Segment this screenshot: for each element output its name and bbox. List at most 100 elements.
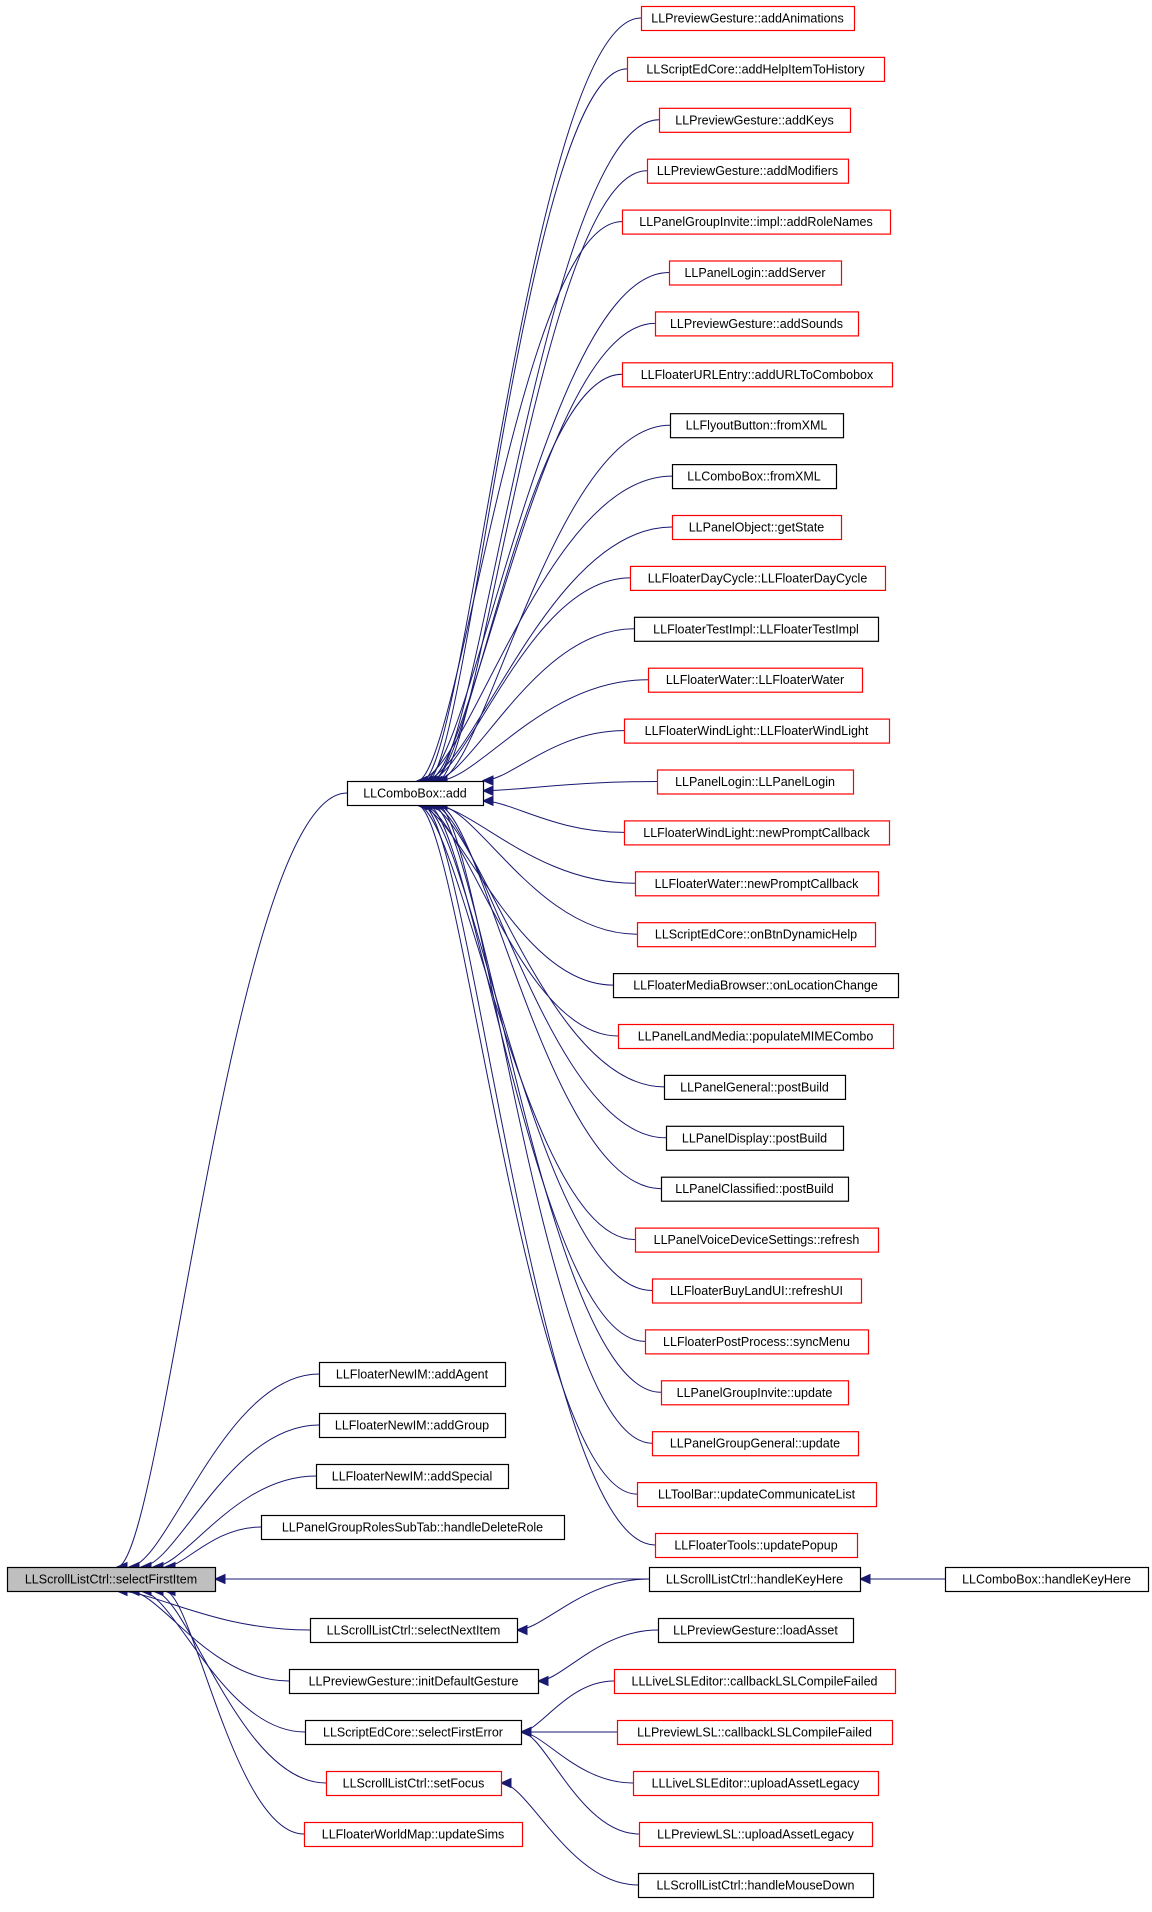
arrow-head xyxy=(481,795,494,807)
node-label: LLPanelLandMedia::populateMIMECombo xyxy=(638,1030,874,1044)
node-keyhere[interactable]: LLScrollListCtrl::handleKeyHere xyxy=(648,1566,862,1593)
node-label: LLComboBox::add xyxy=(363,787,467,801)
node-c21[interactable]: LLPanelLandMedia::populateMIMECombo xyxy=(617,1023,895,1050)
node-label: LLPreviewGesture::addSounds xyxy=(670,317,843,331)
node-label: LLPanelGroupGeneral::update xyxy=(670,1437,840,1451)
node-c15[interactable]: LLFloaterWindLight::LLFloaterWindLight xyxy=(623,718,891,744)
node-label: LLPanelGroupRolesSubTab::handleDeleteRol… xyxy=(282,1521,543,1535)
node-c18[interactable]: LLFloaterWater::newPromptCallback xyxy=(634,871,880,897)
node-selnext[interactable]: LLScrollListCtrl::selectNextItem xyxy=(309,1617,519,1644)
call-edge xyxy=(500,1782,639,1886)
node-c31[interactable]: LLFloaterTools::updatePopup xyxy=(654,1532,859,1559)
node-label: LLPanelGroupInvite::impl::addRoleNames xyxy=(639,215,872,229)
node-label: LLFloaterPostProcess::syncMenu xyxy=(663,1335,850,1349)
node-root[interactable]: LLScrollListCtrl::selectFirstItem xyxy=(6,1566,217,1593)
call-edge xyxy=(431,804,667,1139)
node-c29[interactable]: LLPanelGroupGeneral::update xyxy=(651,1431,860,1457)
node-label: LLFloaterTestImpl::LLFloaterTestImpl xyxy=(653,622,859,636)
node-c17[interactable]: LLFloaterWindLight::newPromptCallback xyxy=(623,820,891,846)
node-c03[interactable]: LLPreviewGesture::addKeys xyxy=(658,107,852,133)
node-c30[interactable]: LLToolBar::updateCommunicateList xyxy=(636,1481,878,1508)
call-edge xyxy=(416,221,623,782)
node-c14[interactable]: LLFloaterWater::LLFloaterWater xyxy=(647,667,864,693)
node-live2[interactable]: LLLiveLSLEditor::uploadAssetLegacy xyxy=(632,1770,880,1797)
node-label: LLLiveLSLEditor::callbackLSLCompileFaile… xyxy=(632,1675,878,1689)
node-c10[interactable]: LLComboBox::fromXML xyxy=(671,464,838,490)
node-box xyxy=(318,1412,507,1439)
node-label: LLPreviewGesture::loadAsset xyxy=(673,1624,838,1638)
node-prev1[interactable]: LLPreviewLSL::callbackLSLCompileFailed xyxy=(616,1719,894,1746)
node-c28[interactable]: LLPanelGroupInvite::update xyxy=(660,1380,850,1406)
node-box xyxy=(660,1380,850,1406)
call-edge xyxy=(421,17,642,782)
node-box xyxy=(629,565,887,592)
node-live1[interactable]: LLLiveLSLEditor::callbackLSLCompileFaile… xyxy=(613,1668,897,1695)
node-setfocus[interactable]: LLScrollListCtrl::setFocus xyxy=(325,1770,503,1797)
node-c19[interactable]: LLScriptEdCore::onBtnDynamicHelp xyxy=(636,922,877,948)
node-add[interactable]: LLComboBox::add xyxy=(346,780,485,807)
node-c02[interactable]: LLScriptEdCore::addHelpItemToHistory xyxy=(626,56,886,83)
call-edge xyxy=(516,1578,650,1631)
node-c25[interactable]: LLPanelVoiceDeviceSettings::refresh xyxy=(634,1227,880,1253)
node-box xyxy=(669,413,845,439)
call-edge xyxy=(436,804,653,1444)
node-loadasset[interactable]: LLPreviewGesture::loadAsset xyxy=(657,1617,855,1644)
node-cbkey[interactable]: LLComboBox::handleKeyHere xyxy=(944,1566,1150,1593)
node-group[interactable]: LLFloaterNewIM::addGroup xyxy=(318,1412,507,1439)
node-label: LLPanelVoiceDeviceSettings::refresh xyxy=(654,1233,860,1247)
call-edge xyxy=(416,804,638,1495)
node-c27[interactable]: LLFloaterPostProcess::syncMenu xyxy=(644,1329,870,1355)
node-label: LLPreviewGesture::addKeys xyxy=(675,113,833,127)
node-c05[interactable]: LLPanelGroupInvite::impl::addRoleNames xyxy=(621,209,892,235)
node-box xyxy=(621,209,892,235)
node-c13[interactable]: LLFloaterTestImpl::LLFloaterTestImpl xyxy=(633,616,880,642)
node-label: LLFlyoutButton::fromXML xyxy=(686,419,828,433)
node-label: LLPanelDisplay::postBuild xyxy=(682,1131,827,1145)
call-edge xyxy=(436,804,662,1190)
node-agent[interactable]: LLFloaterNewIM::addAgent xyxy=(318,1361,507,1388)
node-c16[interactable]: LLPanelLogin::LLPanelLogin xyxy=(656,769,855,795)
node-c23[interactable]: LLPanelDisplay::postBuild xyxy=(665,1125,845,1151)
node-box xyxy=(660,1176,850,1202)
node-box xyxy=(636,1481,878,1508)
node-c07[interactable]: LLPreviewGesture::addSounds xyxy=(654,311,860,337)
node-box xyxy=(646,158,850,184)
node-c11[interactable]: LLPanelObject::getState xyxy=(671,514,843,541)
node-box xyxy=(668,260,843,286)
node-c04[interactable]: LLPreviewGesture::addModifiers xyxy=(646,158,850,184)
node-selerr[interactable]: LLScriptEdCore::selectFirstError xyxy=(304,1719,523,1746)
node-label: LLPanelObject::getState xyxy=(689,521,825,535)
node-initgest[interactable]: LLPreviewGesture::initDefaultGesture xyxy=(288,1668,540,1695)
node-label: LLComboBox::fromXML xyxy=(687,470,820,484)
node-delrole[interactable]: LLPanelGroupRolesSubTab::handleDeleteRol… xyxy=(260,1514,566,1541)
node-label: LLScriptEdCore::onBtnDynamicHelp xyxy=(655,928,857,942)
node-c01[interactable]: LLPreviewGesture::addAnimations xyxy=(640,5,856,32)
node-special[interactable]: LLFloaterNewIM::addSpecial xyxy=(315,1463,510,1490)
node-label: LLFloaterNewIM::addAgent xyxy=(336,1368,489,1382)
node-box xyxy=(944,1566,1150,1593)
node-label: LLScrollListCtrl::handleKeyHere xyxy=(666,1573,843,1587)
node-label: LLFloaterNewIM::addSpecial xyxy=(332,1470,493,1484)
node-box xyxy=(318,1361,507,1388)
node-box xyxy=(640,5,856,32)
node-box xyxy=(671,514,843,541)
call-edge xyxy=(128,1373,320,1568)
node-c20[interactable]: LLFloaterMediaBrowser::onLocationChange xyxy=(612,972,900,999)
node-c12[interactable]: LLFloaterDayCycle::LLFloaterDayCycle xyxy=(629,565,887,592)
node-c26[interactable]: LLFloaterBuyLandUI::refreshUI xyxy=(651,1278,863,1304)
node-label: LLLiveLSLEditor::uploadAssetLegacy xyxy=(652,1777,861,1791)
node-c24[interactable]: LLPanelClassified::postBuild xyxy=(660,1176,850,1202)
node-mousedown[interactable]: LLScrollListCtrl::handleMouseDown xyxy=(637,1872,875,1899)
call-edge xyxy=(421,272,670,782)
node-c09[interactable]: LLFlyoutButton::fromXML xyxy=(669,413,845,439)
node-worldmap[interactable]: LLFloaterWorldMap::updateSims xyxy=(303,1821,524,1848)
node-c06[interactable]: LLPanelLogin::addServer xyxy=(668,260,843,286)
node-box xyxy=(632,1770,880,1797)
arrow-head xyxy=(536,1675,549,1687)
node-c08[interactable]: LLFloaterURLEntry::addURLToCombobox xyxy=(621,362,894,388)
node-label: LLPreviewLSL::callbackLSLCompileFailed xyxy=(637,1726,872,1740)
call-edge xyxy=(416,475,673,782)
node-c22[interactable]: LLPanelGeneral::postBuild xyxy=(663,1074,847,1101)
node-prev2[interactable]: LLPreviewLSL::uploadAssetLegacy xyxy=(638,1821,874,1848)
